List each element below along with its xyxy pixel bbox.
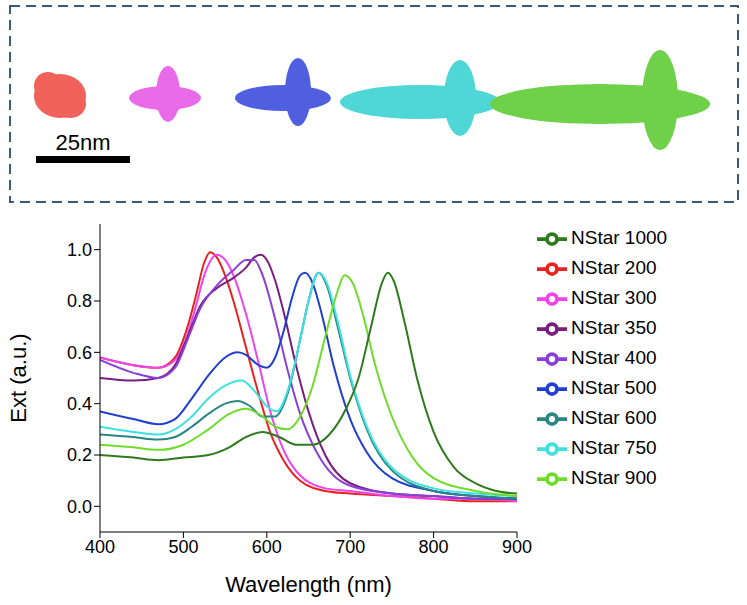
html-text:NStar 1000: NStar 1000	[571, 227, 668, 248]
svg-text:700: 700	[335, 537, 365, 557]
svg-text:0.0: 0.0	[67, 497, 92, 517]
svg-text:Wavelength (nm): Wavelength (nm)	[225, 572, 392, 597]
svg-text:900: 900	[502, 537, 532, 557]
svg-text:25nm: 25nm	[55, 130, 110, 155]
svg-text:600: 600	[252, 537, 282, 557]
html-text:NStar 600: NStar 600	[571, 407, 657, 428]
svg-text:0.8: 0.8	[67, 291, 92, 311]
svg-text:800: 800	[419, 537, 449, 557]
svg-text:500: 500	[168, 537, 198, 557]
html-text:NStar 500: NStar 500	[571, 377, 657, 398]
svg-text:Ext (a.u.): Ext (a.u.)	[6, 333, 31, 422]
html-text:NStar 900: NStar 900	[571, 467, 657, 488]
svg-text:1.0: 1.0	[67, 240, 92, 260]
html-text:NStar 200: NStar 200	[571, 257, 657, 278]
svg-text:0.2: 0.2	[67, 445, 92, 465]
html-text:NStar 750: NStar 750	[571, 437, 657, 458]
html-text:NStar 300: NStar 300	[571, 287, 657, 308]
svg-text:0.4: 0.4	[67, 394, 92, 414]
svg-text:400: 400	[85, 537, 115, 557]
html-text:NStar 350: NStar 350	[571, 317, 657, 338]
svg-text:0.6: 0.6	[67, 343, 92, 363]
html-text:NStar 400: NStar 400	[571, 347, 657, 368]
